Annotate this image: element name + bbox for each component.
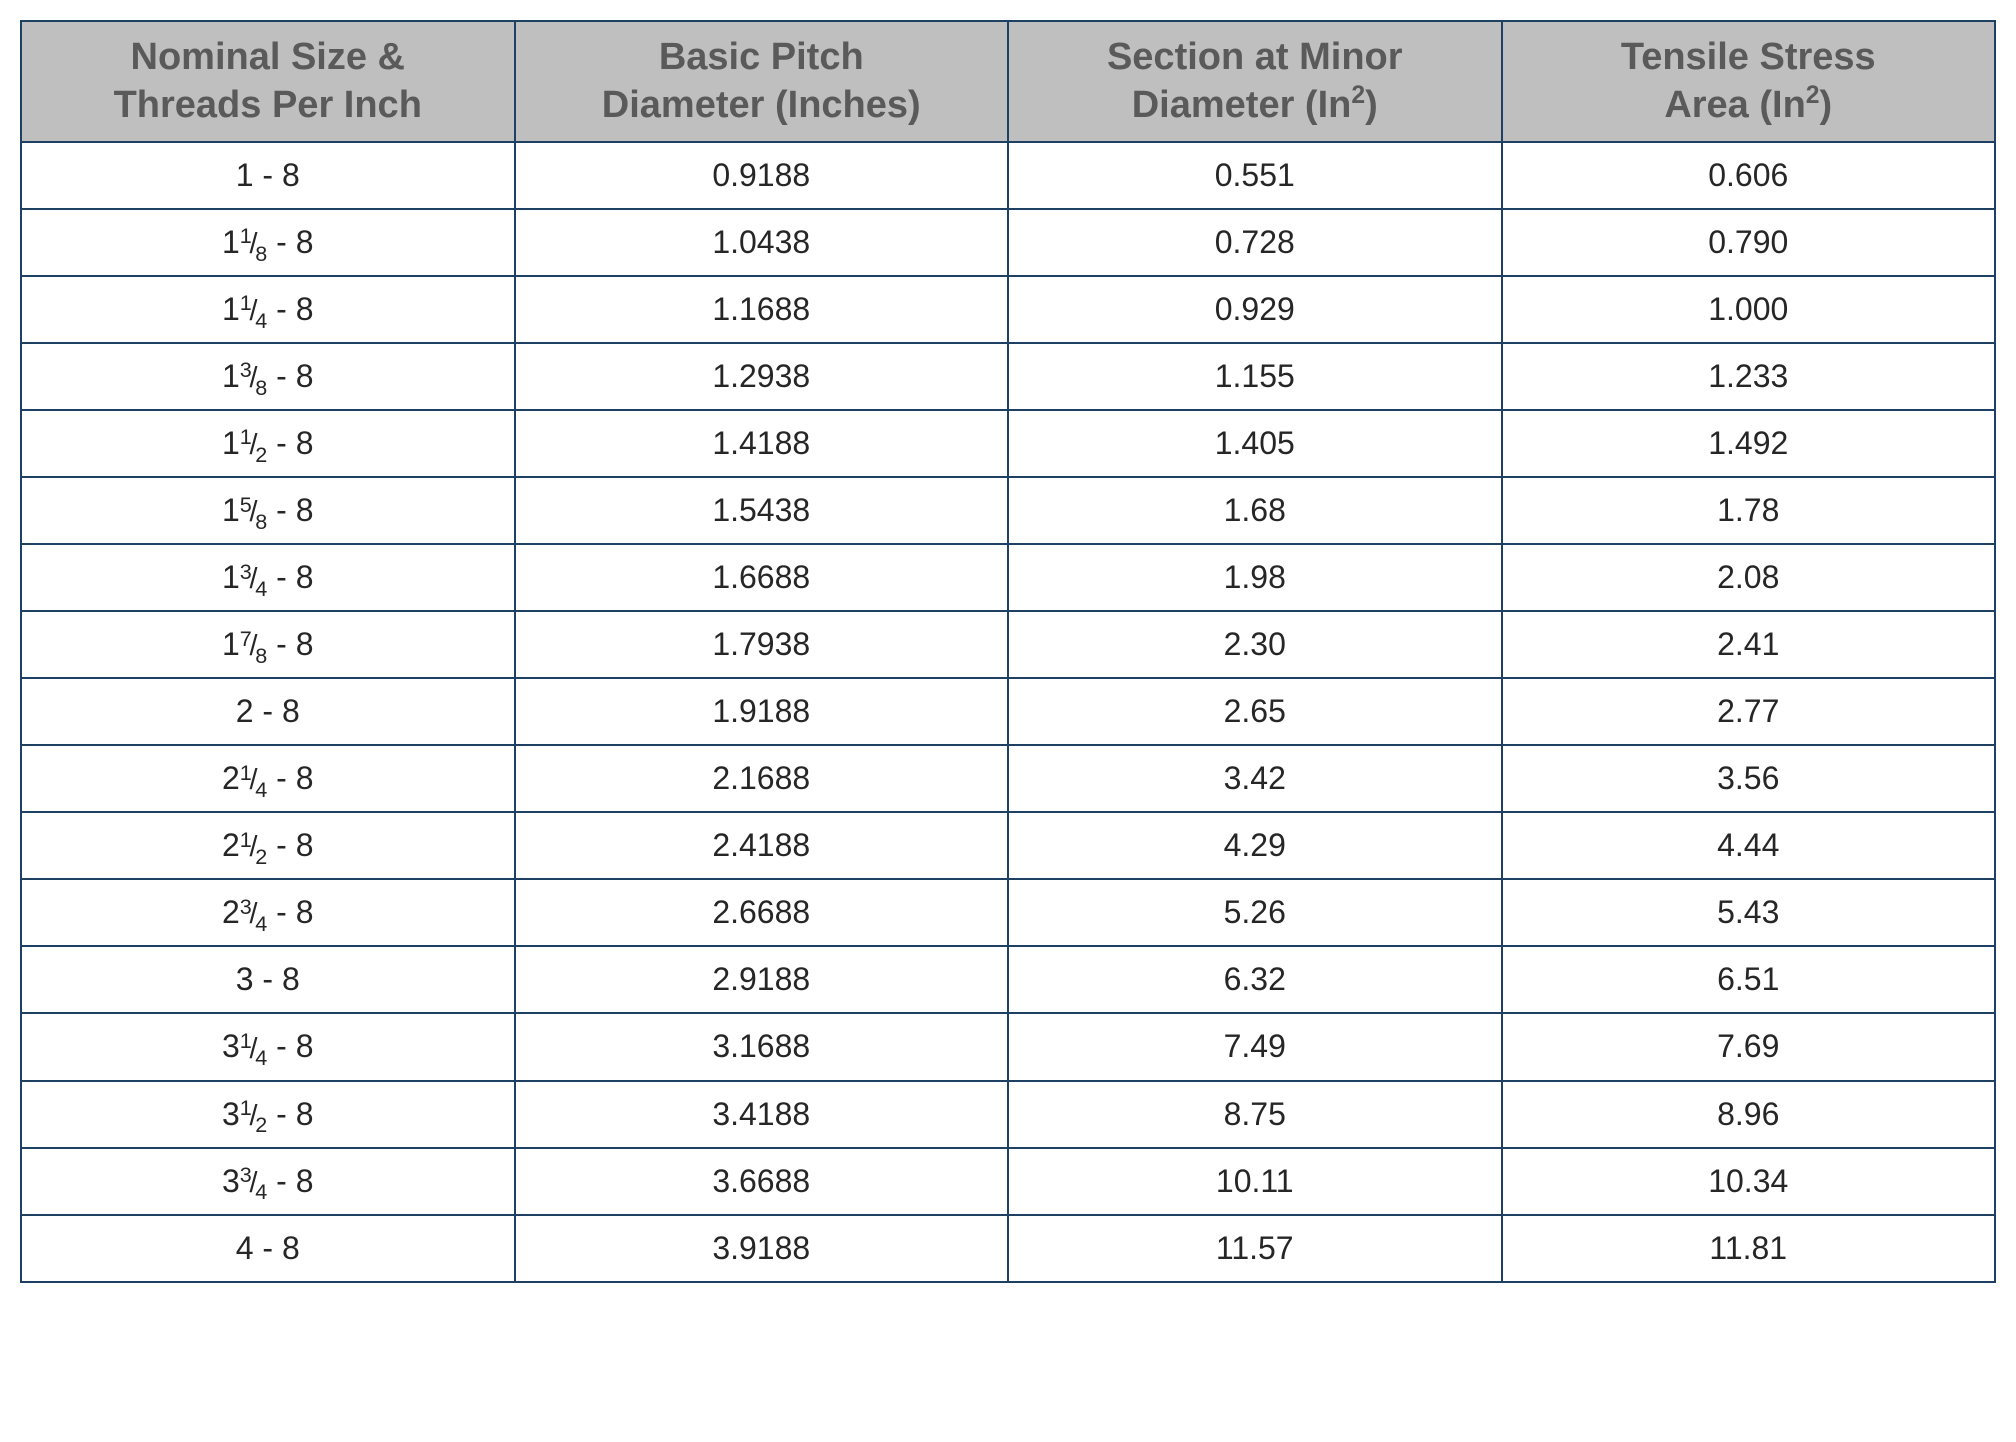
cell-pitch-diameter: 3.4188 bbox=[515, 1081, 1009, 1148]
col-header-tensile-stress: Tensile Stress Area (In2) bbox=[1502, 21, 1996, 142]
table-row: 2 - 81.91882.652.77 bbox=[21, 678, 1995, 745]
table-row: 31/4 - 83.16887.497.69 bbox=[21, 1013, 1995, 1080]
cell-section-minor: 8.75 bbox=[1008, 1081, 1502, 1148]
cell-pitch-diameter: 2.4188 bbox=[515, 812, 1009, 879]
cell-tensile-stress: 0.606 bbox=[1502, 142, 1996, 209]
cell-section-minor: 11.57 bbox=[1008, 1215, 1502, 1282]
cell-section-minor: 1.155 bbox=[1008, 343, 1502, 410]
cell-pitch-diameter: 2.9188 bbox=[515, 946, 1009, 1013]
cell-nominal-size: 4 - 8 bbox=[21, 1215, 515, 1282]
cell-tensile-stress: 2.77 bbox=[1502, 678, 1996, 745]
table-row: 11/8 - 81.04380.7280.790 bbox=[21, 209, 1995, 276]
cell-nominal-size: 17/8 - 8 bbox=[21, 611, 515, 678]
cell-nominal-size: 11/2 - 8 bbox=[21, 410, 515, 477]
cell-tensile-stress: 1.78 bbox=[1502, 477, 1996, 544]
cell-section-minor: 10.11 bbox=[1008, 1148, 1502, 1215]
cell-tensile-stress: 4.44 bbox=[1502, 812, 1996, 879]
table-row: 21/4 - 82.16883.423.56 bbox=[21, 745, 1995, 812]
cell-tensile-stress: 6.51 bbox=[1502, 946, 1996, 1013]
cell-pitch-diameter: 1.1688 bbox=[515, 276, 1009, 343]
table-row: 11/2 - 81.41881.4051.492 bbox=[21, 410, 1995, 477]
cell-nominal-size: 11/4 - 8 bbox=[21, 276, 515, 343]
cell-section-minor: 2.30 bbox=[1008, 611, 1502, 678]
cell-section-minor: 0.728 bbox=[1008, 209, 1502, 276]
thread-specifications-table: Nominal Size & Threads Per Inch Basic Pi… bbox=[20, 20, 1996, 1283]
cell-pitch-diameter: 3.6688 bbox=[515, 1148, 1009, 1215]
cell-pitch-diameter: 1.2938 bbox=[515, 343, 1009, 410]
cell-tensile-stress: 1.233 bbox=[1502, 343, 1996, 410]
cell-nominal-size: 21/4 - 8 bbox=[21, 745, 515, 812]
table-row: 15/8 - 81.54381.681.78 bbox=[21, 477, 1995, 544]
cell-section-minor: 5.26 bbox=[1008, 879, 1502, 946]
cell-section-minor: 2.65 bbox=[1008, 678, 1502, 745]
cell-nominal-size: 21/2 - 8 bbox=[21, 812, 515, 879]
table-row: 13/8 - 81.29381.1551.233 bbox=[21, 343, 1995, 410]
cell-tensile-stress: 1.000 bbox=[1502, 276, 1996, 343]
table-row: 4 - 83.918811.5711.81 bbox=[21, 1215, 1995, 1282]
cell-nominal-size: 31/2 - 8 bbox=[21, 1081, 515, 1148]
cell-pitch-diameter: 1.5438 bbox=[515, 477, 1009, 544]
cell-nominal-size: 3 - 8 bbox=[21, 946, 515, 1013]
cell-section-minor: 7.49 bbox=[1008, 1013, 1502, 1080]
table-row: 1 - 80.91880.5510.606 bbox=[21, 142, 1995, 209]
cell-tensile-stress: 2.08 bbox=[1502, 544, 1996, 611]
table-row: 13/4 - 81.66881.982.08 bbox=[21, 544, 1995, 611]
cell-tensile-stress: 3.56 bbox=[1502, 745, 1996, 812]
cell-nominal-size: 15/8 - 8 bbox=[21, 477, 515, 544]
cell-tensile-stress: 5.43 bbox=[1502, 879, 1996, 946]
col-header-section-minor: Section at Minor Diameter (In2) bbox=[1008, 21, 1502, 142]
cell-tensile-stress: 2.41 bbox=[1502, 611, 1996, 678]
cell-section-minor: 0.929 bbox=[1008, 276, 1502, 343]
table-row: 21/2 - 82.41884.294.44 bbox=[21, 812, 1995, 879]
cell-nominal-size: 13/4 - 8 bbox=[21, 544, 515, 611]
cell-nominal-size: 11/8 - 8 bbox=[21, 209, 515, 276]
cell-nominal-size: 1 - 8 bbox=[21, 142, 515, 209]
table-row: 3 - 82.91886.326.51 bbox=[21, 946, 1995, 1013]
cell-pitch-diameter: 3.1688 bbox=[515, 1013, 1009, 1080]
table-row: 31/2 - 83.41888.758.96 bbox=[21, 1081, 1995, 1148]
cell-pitch-diameter: 0.9188 bbox=[515, 142, 1009, 209]
cell-tensile-stress: 11.81 bbox=[1502, 1215, 1996, 1282]
cell-nominal-size: 33/4 - 8 bbox=[21, 1148, 515, 1215]
cell-nominal-size: 13/8 - 8 bbox=[21, 343, 515, 410]
cell-section-minor: 3.42 bbox=[1008, 745, 1502, 812]
cell-nominal-size: 2 - 8 bbox=[21, 678, 515, 745]
cell-section-minor: 4.29 bbox=[1008, 812, 1502, 879]
cell-pitch-diameter: 3.9188 bbox=[515, 1215, 1009, 1282]
cell-tensile-stress: 8.96 bbox=[1502, 1081, 1996, 1148]
table-row: 23/4 - 82.66885.265.43 bbox=[21, 879, 1995, 946]
cell-pitch-diameter: 2.1688 bbox=[515, 745, 1009, 812]
table-row: 33/4 - 83.668810.1110.34 bbox=[21, 1148, 1995, 1215]
table-row: 17/8 - 81.79382.302.41 bbox=[21, 611, 1995, 678]
cell-tensile-stress: 1.492 bbox=[1502, 410, 1996, 477]
cell-section-minor: 1.405 bbox=[1008, 410, 1502, 477]
cell-pitch-diameter: 1.6688 bbox=[515, 544, 1009, 611]
table-header-row: Nominal Size & Threads Per Inch Basic Pi… bbox=[21, 21, 1995, 142]
col-header-pitch-diameter: Basic Pitch Diameter (Inches) bbox=[515, 21, 1009, 142]
cell-section-minor: 0.551 bbox=[1008, 142, 1502, 209]
cell-pitch-diameter: 2.6688 bbox=[515, 879, 1009, 946]
cell-nominal-size: 31/4 - 8 bbox=[21, 1013, 515, 1080]
cell-tensile-stress: 10.34 bbox=[1502, 1148, 1996, 1215]
cell-pitch-diameter: 1.7938 bbox=[515, 611, 1009, 678]
cell-section-minor: 1.68 bbox=[1008, 477, 1502, 544]
cell-tensile-stress: 0.790 bbox=[1502, 209, 1996, 276]
cell-tensile-stress: 7.69 bbox=[1502, 1013, 1996, 1080]
cell-pitch-diameter: 1.4188 bbox=[515, 410, 1009, 477]
cell-pitch-diameter: 1.9188 bbox=[515, 678, 1009, 745]
cell-section-minor: 1.98 bbox=[1008, 544, 1502, 611]
cell-pitch-diameter: 1.0438 bbox=[515, 209, 1009, 276]
col-header-nominal-size: Nominal Size & Threads Per Inch bbox=[21, 21, 515, 142]
table-row: 11/4 - 81.16880.9291.000 bbox=[21, 276, 1995, 343]
cell-section-minor: 6.32 bbox=[1008, 946, 1502, 1013]
cell-nominal-size: 23/4 - 8 bbox=[21, 879, 515, 946]
